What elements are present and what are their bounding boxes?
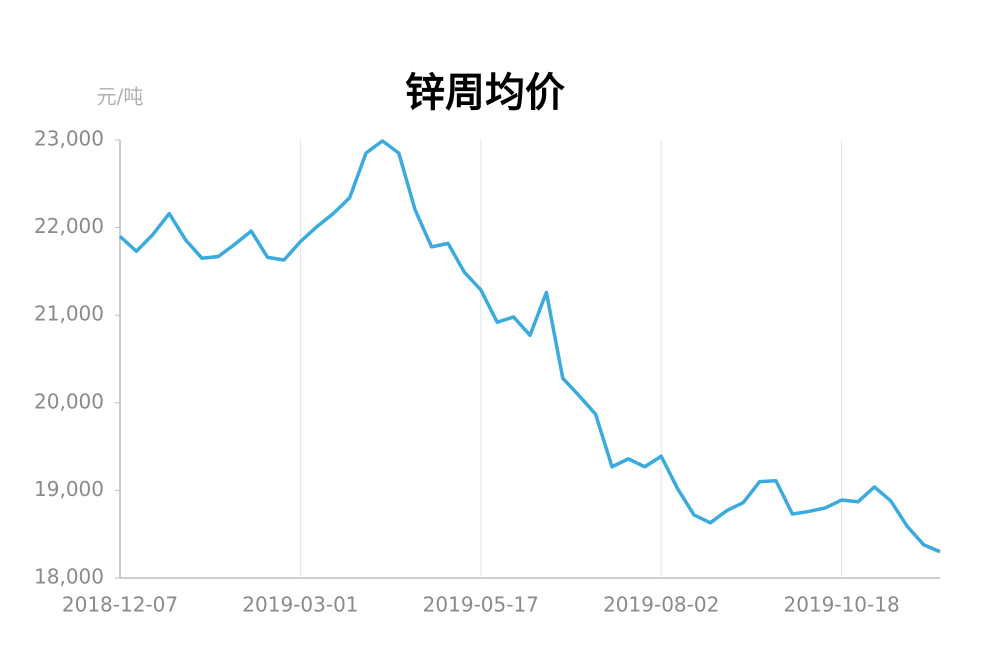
y-tick-label: 22,000 bbox=[34, 214, 104, 238]
y-tick-label: 20,000 bbox=[34, 389, 104, 413]
x-tick-label: 2018-12-07 bbox=[62, 593, 178, 617]
x-tick-label: 2019-03-01 bbox=[242, 593, 358, 617]
line-series bbox=[118, 139, 941, 554]
x-tick-label: 2019-05-17 bbox=[423, 593, 539, 617]
y-tick-label: 23,000 bbox=[34, 127, 104, 151]
x-tick-label: 2019-10-18 bbox=[783, 593, 899, 617]
y-tick-label: 18,000 bbox=[34, 565, 104, 589]
y-tick-label: 19,000 bbox=[34, 477, 104, 501]
y-tick-label: 21,000 bbox=[34, 302, 104, 326]
chart-title: 锌周均价 bbox=[405, 70, 565, 116]
x-tick-label: 2019-08-02 bbox=[603, 593, 719, 617]
y-unit: 元/吨 bbox=[97, 85, 144, 109]
